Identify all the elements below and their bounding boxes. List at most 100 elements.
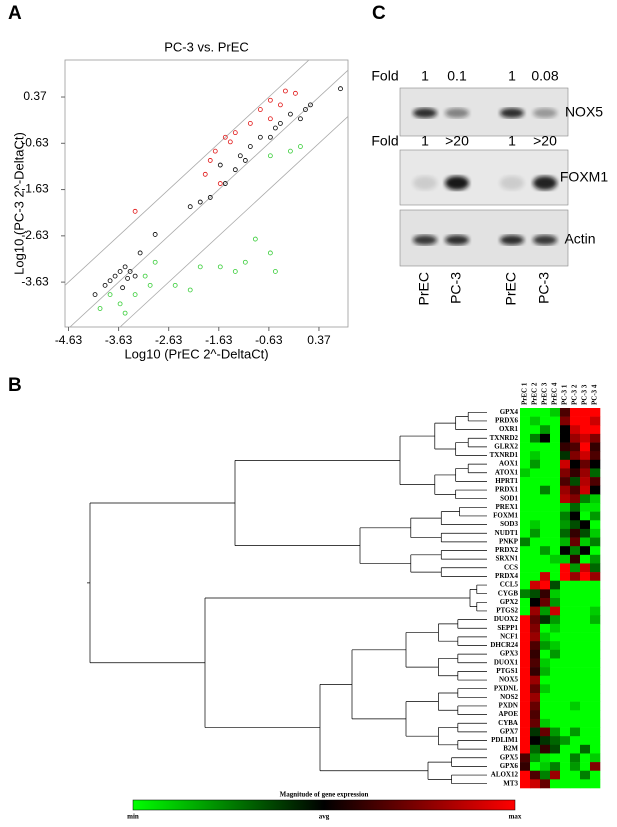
- heat-cell: [530, 736, 541, 746]
- fold-label: Fold: [371, 133, 398, 149]
- fold-line: [119, 116, 348, 327]
- heat-cell: [530, 425, 541, 435]
- heat-cell: [540, 675, 551, 685]
- row-label: GPX3: [500, 650, 519, 658]
- row-label: AOX1: [499, 460, 519, 468]
- heat-cell: [550, 580, 561, 590]
- heat-cell: [550, 433, 561, 443]
- heat-cell: [570, 762, 581, 772]
- column-label: PC-3 4: [591, 384, 599, 405]
- point: [247, 144, 253, 149]
- heat-cell: [540, 563, 551, 573]
- point: [272, 125, 278, 131]
- heat-cell: [540, 684, 551, 694]
- heat-cell: [580, 718, 591, 728]
- point: [267, 250, 273, 256]
- y-axis-label: Log10 (PC-3 2^-DeltaCt): [11, 132, 26, 275]
- heat-cell: [550, 511, 561, 521]
- column-label: PC-3 3: [581, 384, 589, 405]
- point: [102, 282, 108, 288]
- heat-cell: [550, 744, 561, 754]
- heat-cell: [520, 641, 531, 651]
- heat-cell: [520, 494, 531, 504]
- heat-cell: [590, 503, 601, 512]
- heat-cell: [590, 770, 601, 780]
- row-label: PNKP: [499, 537, 519, 545]
- heat-cell: [550, 442, 561, 452]
- heat-cell: [560, 425, 571, 435]
- heat-cell: [570, 494, 581, 504]
- heat-cell: [520, 546, 531, 556]
- heat-cell: [570, 727, 581, 737]
- heat-cell: [590, 753, 601, 763]
- heat-cell: [590, 762, 601, 772]
- heat-cell: [520, 632, 531, 642]
- heat-cell: [570, 623, 581, 633]
- point: [303, 107, 308, 112]
- heat-cell: [530, 511, 541, 521]
- heat-cell: [530, 718, 541, 728]
- heat-cell: [540, 451, 551, 461]
- heat-cell: [570, 718, 581, 728]
- point: [282, 88, 288, 94]
- heat-cell: [550, 615, 561, 625]
- heat-cell: [540, 623, 551, 633]
- heat-cell: [570, 416, 581, 426]
- fold-value: 1: [508, 133, 516, 149]
- heat-cell: [590, 477, 601, 487]
- heat-cell: [530, 606, 541, 616]
- point: [197, 199, 203, 205]
- point: [338, 86, 343, 92]
- point: [232, 269, 238, 274]
- row-label: GPX2: [500, 598, 519, 606]
- point: [137, 250, 143, 256]
- heat-cell: [540, 546, 551, 556]
- plot-area: [65, 60, 348, 327]
- point: [152, 259, 158, 265]
- point: [298, 116, 303, 122]
- heat-cell: [530, 649, 541, 659]
- column-label: PrEC 2: [531, 382, 539, 405]
- row-label: TXNRD1: [490, 451, 519, 459]
- heat-cell: [540, 718, 551, 728]
- heat-cell: [590, 736, 601, 746]
- heat-cell: [590, 693, 601, 702]
- heat-cell: [540, 468, 551, 478]
- row-label: PRDX2: [495, 546, 518, 554]
- heat-cell: [560, 408, 571, 417]
- heat-cell: [580, 710, 591, 720]
- heat-cell: [580, 554, 591, 564]
- heat-cell: [520, 503, 531, 512]
- heat-cell: [570, 408, 581, 417]
- point: [252, 236, 258, 242]
- point: [207, 195, 213, 200]
- heat-cell: [530, 528, 541, 538]
- heat-cell: [530, 675, 541, 685]
- heat-cell: [530, 494, 541, 504]
- heat-cell: [550, 589, 561, 599]
- heat-cell: [520, 762, 531, 772]
- heat-cell: [590, 589, 601, 599]
- heat-cell: [590, 433, 601, 443]
- row-label: MT3: [503, 779, 518, 787]
- heat-cell: [540, 615, 551, 625]
- heat-cell: [570, 451, 581, 461]
- band: [500, 108, 524, 118]
- heat-cell: [530, 710, 541, 720]
- heat-cell: [570, 537, 581, 547]
- x-tick-label: -0.63: [255, 333, 283, 347]
- heat-cell: [580, 433, 591, 443]
- heat-cell: [540, 477, 551, 487]
- heat-cell: [590, 727, 601, 737]
- heat-cell: [550, 416, 561, 426]
- heat-cell: [560, 416, 571, 426]
- heat-cell: [540, 649, 551, 659]
- row-label: SOD3: [500, 520, 518, 528]
- heat-cell: [560, 442, 571, 452]
- heat-cell: [550, 736, 561, 746]
- heat-cell: [520, 727, 531, 737]
- heat-cell: [590, 684, 601, 694]
- heat-cell: [560, 537, 571, 547]
- x-tick-label: -1.63: [205, 333, 233, 347]
- heat-cell: [590, 511, 601, 521]
